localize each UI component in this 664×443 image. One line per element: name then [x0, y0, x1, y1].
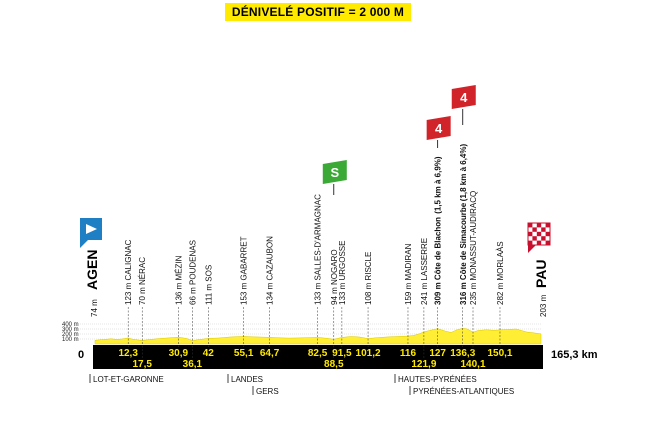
zero-km-label: 0	[78, 349, 84, 361]
region-label: PYRÉNÉES-ATLANTIQUES	[413, 387, 514, 396]
waypoints-layer: 12,3 123 m CALIGNAC 17,5 70 m NÉRAC 30,9 136 …	[118, 144, 512, 370]
marker-label: S	[330, 165, 339, 180]
waypoint-name-label: 235 m MONASSUT-AUDIRACQ	[469, 191, 478, 305]
y-tick-label: 300 m	[62, 327, 79, 333]
waypoint-name-label: 66 m POUDENAS	[188, 240, 197, 305]
waypoint-km-label: 36,1	[183, 359, 203, 370]
waypoint-name-label: 108 m RISCLE	[364, 252, 373, 305]
finish-altitude-label: 203 m	[539, 294, 548, 317]
start-town-label: AGEN	[84, 250, 100, 290]
sprint-marker: S	[322, 160, 347, 195]
waypoint-km-label: 101,2	[356, 348, 381, 359]
region-label: LOT-ET-GARONNE	[93, 375, 164, 384]
waypoint-km-label: 30,9	[169, 348, 189, 359]
waypoint-km-label: 140,1	[460, 359, 485, 370]
waypoint-name-label: 94 m NOGARO	[330, 249, 339, 305]
finish-flag-icon	[527, 222, 551, 253]
total-distance-label: 165,3 km	[551, 349, 598, 361]
waypoint-km-label: 64,7	[260, 348, 280, 359]
waypoint-name-label: 309 m Côte de Blachon	[434, 217, 443, 305]
climb-category-marker: 4	[451, 85, 476, 125]
waypoint-km-label: 127	[429, 348, 446, 359]
waypoint-km-label: 42	[203, 348, 215, 359]
climb-detail-label: (1,8 km à 6,4%)	[459, 144, 468, 202]
waypoint-km-label: 150,1	[487, 348, 512, 359]
start-flag-icon	[80, 218, 102, 248]
waypoint-name-label: 133 m SALLES-D'ARMAGNAC	[314, 194, 323, 305]
waypoint-km-label: 88,5	[324, 359, 344, 370]
waypoint-name-label: 153 m GABARRET	[240, 236, 249, 305]
waypoint-km-label: 82,5	[308, 348, 328, 359]
waypoint-name-label: 136 m MÉZIN	[174, 255, 183, 305]
waypoint-km-label: 121,9	[411, 359, 436, 370]
waypoint-name-label: 111 m SOS	[204, 265, 213, 305]
elevation-profile-area	[94, 327, 542, 345]
waypoint-km-label: 136,3	[450, 348, 475, 359]
elevation-gain-title: DÉNIVELÉ POSITIF = 2 000 M	[231, 5, 405, 19]
y-tick-label: 200 m	[62, 332, 79, 338]
waypoint-km-label: 17,5	[132, 359, 152, 370]
waypoint-name-label: 241 m LASSERRE	[420, 238, 429, 305]
waypoint-name-label: 133 m URGOSSE	[338, 241, 347, 305]
elevation-gain-banner: DÉNIVELÉ POSITIF = 2 000 M	[225, 3, 411, 21]
waypoint-name-label: 316 m Côte de Simacourbe	[459, 202, 468, 305]
waypoint-km-label: 116	[400, 348, 417, 359]
y-tick-label: 100 m	[62, 337, 79, 343]
climb-detail-label: (1,5 km à 6,9%)	[434, 156, 443, 214]
start-altitude-label: 74 m	[90, 299, 99, 317]
waypoint-km-label: 12,3	[118, 348, 138, 359]
waypoint-km-label: 55,1	[234, 348, 254, 359]
waypoint-name-label: 70 m NÉRAC	[138, 257, 147, 305]
region-label: HAUTES-PYRÉNÉES	[398, 375, 477, 384]
waypoint-name-label: 134 m CAZAUBON	[266, 236, 275, 305]
climb-category-marker: 4	[426, 116, 451, 148]
region-label: GERS	[256, 387, 279, 396]
marker-label: 4	[435, 121, 443, 136]
y-tick-label: 400 m	[62, 322, 79, 328]
region-label: LANDES	[231, 375, 263, 384]
regions-layer: LOT-ET-GARONNE LANDES GERS HAUTES-PYRÉNÉES P…	[89, 374, 514, 396]
waypoint-name-label: 282 m MORLAÀS	[496, 241, 505, 305]
waypoint-name-label: 123 m CALIGNAC	[124, 239, 133, 305]
finish-town-label: PAU	[533, 259, 549, 288]
waypoint-name-label: 159 m MADIRAN	[404, 243, 413, 305]
marker-label: 4	[460, 90, 468, 105]
markers-layer: S 4 4	[80, 85, 551, 253]
distance-band	[93, 345, 543, 369]
waypoint-km-label: 91,5	[332, 348, 352, 359]
